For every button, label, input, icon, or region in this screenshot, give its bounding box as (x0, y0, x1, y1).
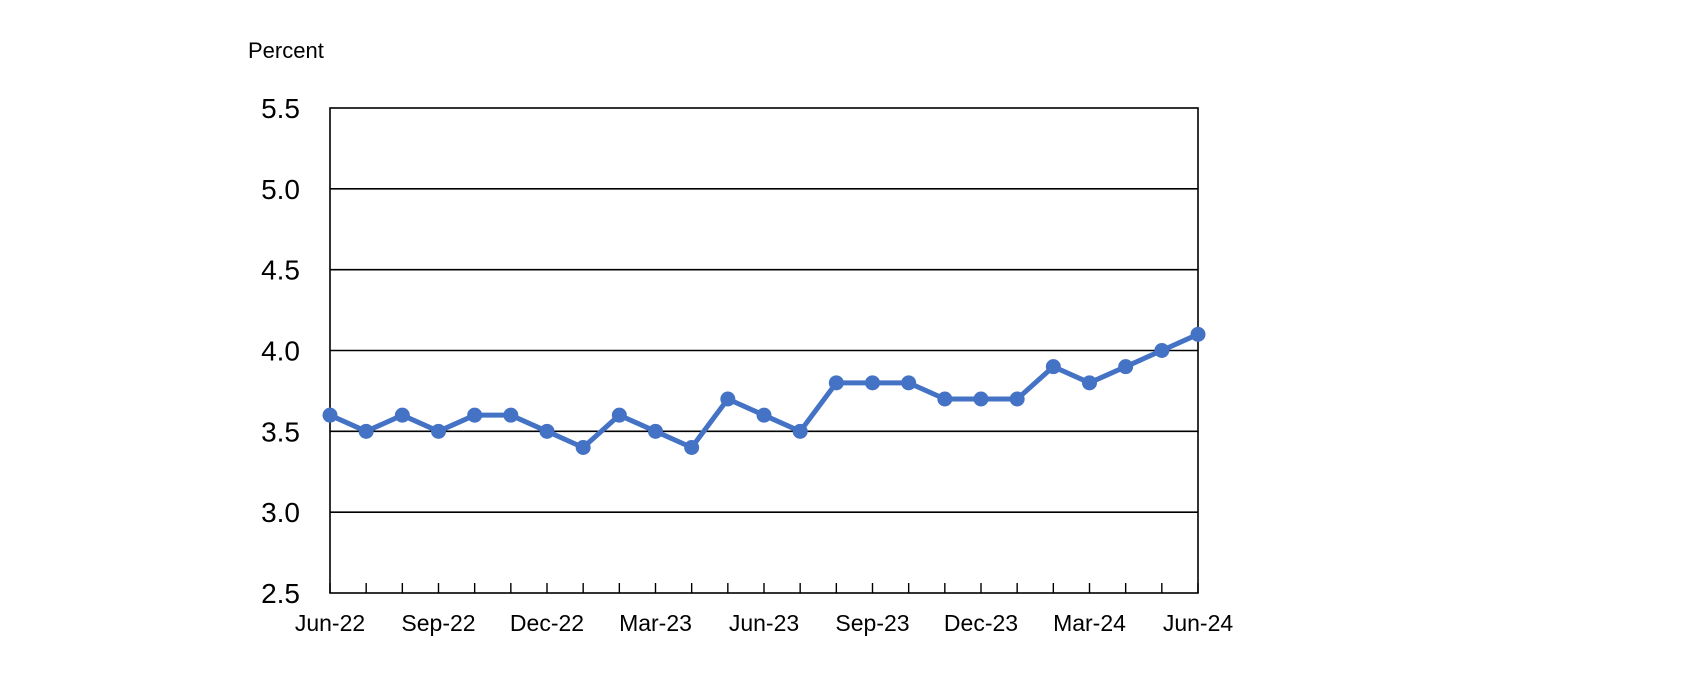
data-point (358, 423, 374, 439)
data-point (1082, 375, 1097, 391)
data-point (322, 407, 338, 423)
data-point (467, 407, 483, 423)
data-point (575, 440, 591, 455)
y-tick-label: 5.0 (261, 174, 300, 205)
data-point (792, 423, 808, 439)
x-tick-label: Mar-23 (619, 610, 692, 636)
data-point (1009, 391, 1025, 407)
x-tick-labels: Jun-22 Sep-22 Dec-22 Mar-23 Jun-23 Sep-23 Dec-… (295, 610, 1234, 636)
x-tick-label: Sep-22 (401, 610, 475, 636)
data-point (539, 423, 555, 439)
data-point (865, 375, 880, 391)
x-tick-label: Mar-24 (1053, 610, 1126, 636)
y-tick-label: 3.0 (261, 497, 300, 528)
x-tick-label: Sep-23 (835, 610, 909, 636)
y-tick-label: 4.0 (261, 336, 300, 367)
data-point (394, 407, 410, 423)
y-tick-label: 3.5 (261, 416, 300, 447)
axes (329, 107, 1199, 594)
data-point (684, 440, 700, 455)
data-point (937, 391, 953, 407)
data-point (828, 375, 844, 391)
y-tick-labels: 5.5 5.0 4.5 4.0 3.5 3.0 2.5 (261, 93, 300, 609)
x-tick-label: Jun-24 (1163, 610, 1234, 636)
x-tick-label: Dec-22 (510, 610, 584, 636)
data-point (1045, 359, 1061, 375)
data-point (720, 391, 736, 407)
x-tick-label: Jun-22 (295, 610, 365, 636)
data-point (1154, 343, 1170, 358)
data-point (901, 375, 917, 391)
x-tick-label: Dec-23 (944, 610, 1018, 636)
y-axis-unit-label: Percent (248, 38, 324, 63)
series-line (327, 331, 1201, 450)
series-layer (322, 326, 1206, 455)
data-point (1118, 359, 1134, 375)
data-point (1190, 326, 1206, 342)
gridlines (330, 188, 1198, 513)
data-point (503, 407, 519, 423)
data-point (611, 407, 627, 423)
data-point (648, 423, 663, 439)
x-tick-label: Jun-23 (729, 610, 799, 636)
data-point (431, 423, 446, 439)
y-tick-label: 2.5 (261, 578, 300, 609)
y-tick-label: 4.5 (261, 255, 300, 286)
y-tick-label: 5.5 (261, 93, 300, 124)
data-point (973, 391, 989, 407)
data-point (756, 407, 772, 423)
